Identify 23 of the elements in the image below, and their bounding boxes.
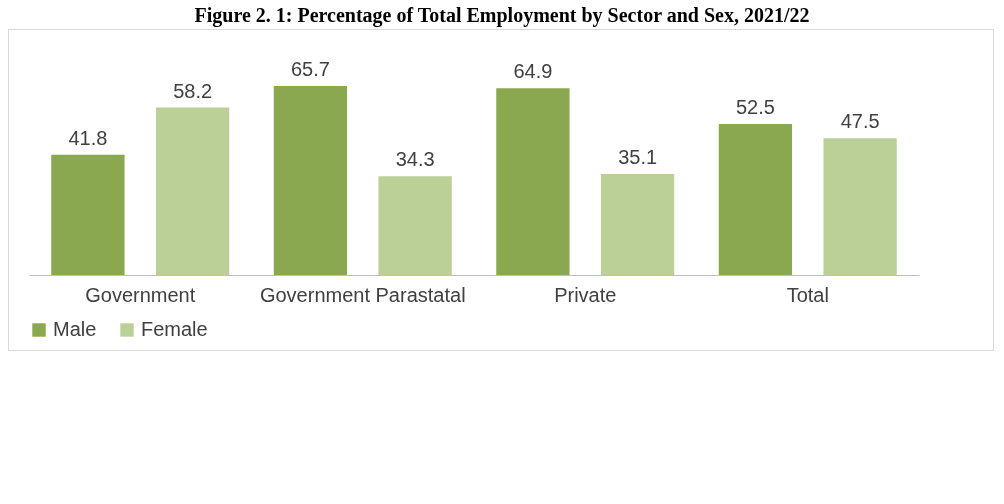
bar <box>718 123 793 275</box>
legend-label: Female <box>141 318 208 340</box>
x-tick-label: Government <box>85 283 196 306</box>
bar <box>51 154 125 275</box>
x-tick-label: Total <box>786 283 829 306</box>
data-label: 65.7 <box>290 58 330 80</box>
bar <box>378 176 452 275</box>
data-label: 64.9 <box>513 60 553 83</box>
legend-label: Male <box>53 318 97 340</box>
chart-title: Figure 2. 1: Percentage of Total Employment by Sector and Sex, 2021/22 <box>193 4 811 27</box>
data-label: 52.5 <box>735 95 775 118</box>
data-label: 47.5 <box>840 110 880 133</box>
data-label: 58.2 <box>173 79 213 102</box>
data-label: 34.3 <box>395 148 435 171</box>
bar <box>600 174 675 275</box>
bar <box>155 107 230 275</box>
x-tick-label: Government Parastatal <box>259 283 466 306</box>
x-tick-label: Private <box>554 283 617 306</box>
data-label: 35.1 <box>618 146 658 169</box>
bar <box>823 138 897 275</box>
bar <box>496 88 570 275</box>
bar <box>273 86 348 275</box>
data-label: 41.8 <box>68 126 108 149</box>
